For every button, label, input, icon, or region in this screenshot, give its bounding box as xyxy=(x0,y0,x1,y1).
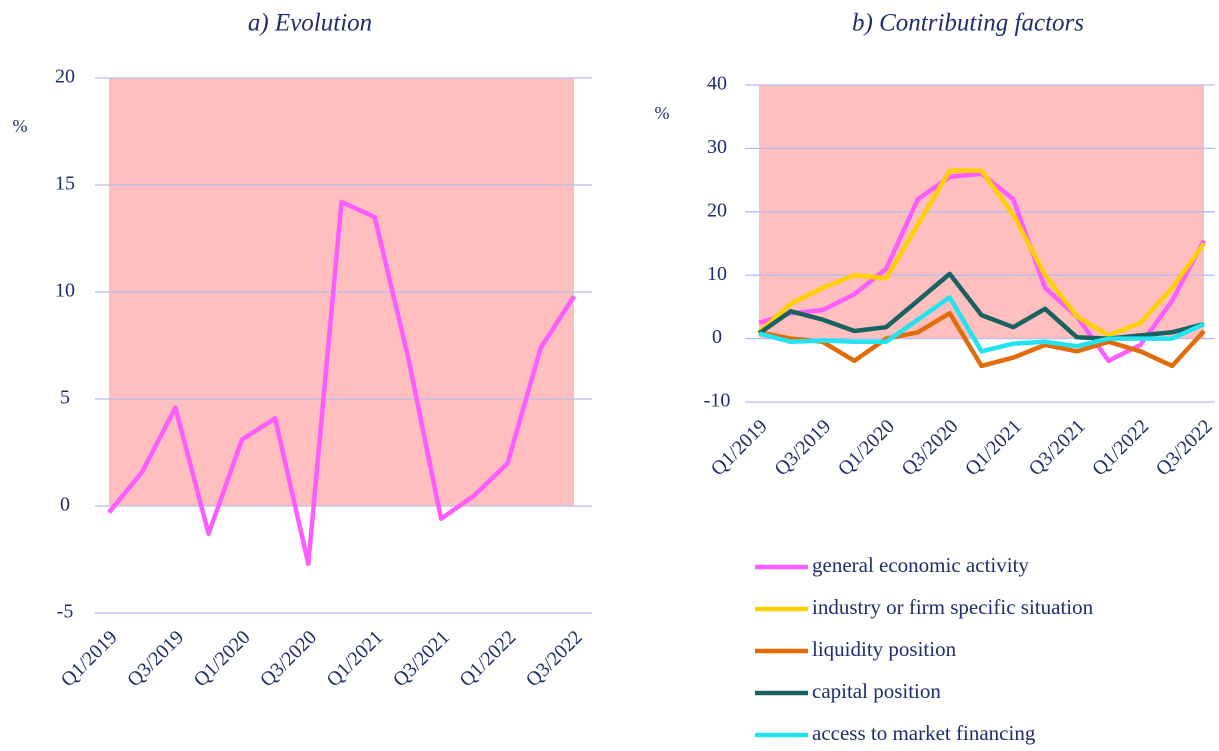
y-tick-label: 20 xyxy=(55,66,75,88)
x-tick-label: Q1/2021 xyxy=(322,626,387,691)
legend-label: industry or firm specific situation xyxy=(812,595,1094,619)
x-tick-label: Q3/2021 xyxy=(389,626,454,691)
x-tick-label: Q1/2021 xyxy=(961,415,1026,480)
legend-label: liquidity position xyxy=(812,637,957,661)
y-axis-unit: % xyxy=(13,116,28,136)
x-tick-label: Q3/2020 xyxy=(897,415,962,480)
chart-title: a) Evolution xyxy=(248,10,372,37)
x-tick-label: Q3/2020 xyxy=(256,626,321,691)
x-tick-label: Q3/2022 xyxy=(522,626,587,691)
y-tick-label: 0 xyxy=(60,494,70,516)
series-line xyxy=(107,199,576,567)
x-tick-label: Q1/2019 xyxy=(707,415,772,480)
x-tick-label: Q3/2019 xyxy=(123,626,188,691)
x-tick-label: Q1/2020 xyxy=(190,626,255,691)
x-tick-label: Q3/2021 xyxy=(1025,415,1090,480)
legend-label: general economic activity xyxy=(812,553,1029,577)
series-line xyxy=(758,310,1206,369)
y-tick-label: 0 xyxy=(712,326,722,348)
y-tick-label: -5 xyxy=(57,601,74,623)
x-tick-label: Q1/2020 xyxy=(834,415,899,480)
series-line xyxy=(758,295,1205,354)
y-tick-label: 40 xyxy=(707,73,727,95)
legend-label: capital position xyxy=(812,679,941,703)
legend-label: access to market financing xyxy=(812,721,1036,745)
x-tick-label: Q1/2022 xyxy=(455,626,520,691)
x-tick-label: Q3/2019 xyxy=(770,415,835,480)
x-tick-label: Q1/2019 xyxy=(57,626,122,691)
chart-title: b) Contributing factors xyxy=(852,10,1084,37)
y-tick-label: 30 xyxy=(707,136,727,158)
x-tick-label: Q3/2022 xyxy=(1152,415,1217,480)
y-tick-label: 15 xyxy=(55,173,75,195)
y-tick-label: 20 xyxy=(707,199,727,221)
y-tick-label: 5 xyxy=(60,387,70,409)
y-axis-unit: % xyxy=(655,103,670,123)
y-tick-label: -10 xyxy=(704,390,731,412)
y-tick-label: 10 xyxy=(707,263,727,285)
y-tick-label: 10 xyxy=(55,280,75,302)
series-line xyxy=(757,168,1206,338)
x-tick-label: Q1/2022 xyxy=(1088,415,1153,480)
